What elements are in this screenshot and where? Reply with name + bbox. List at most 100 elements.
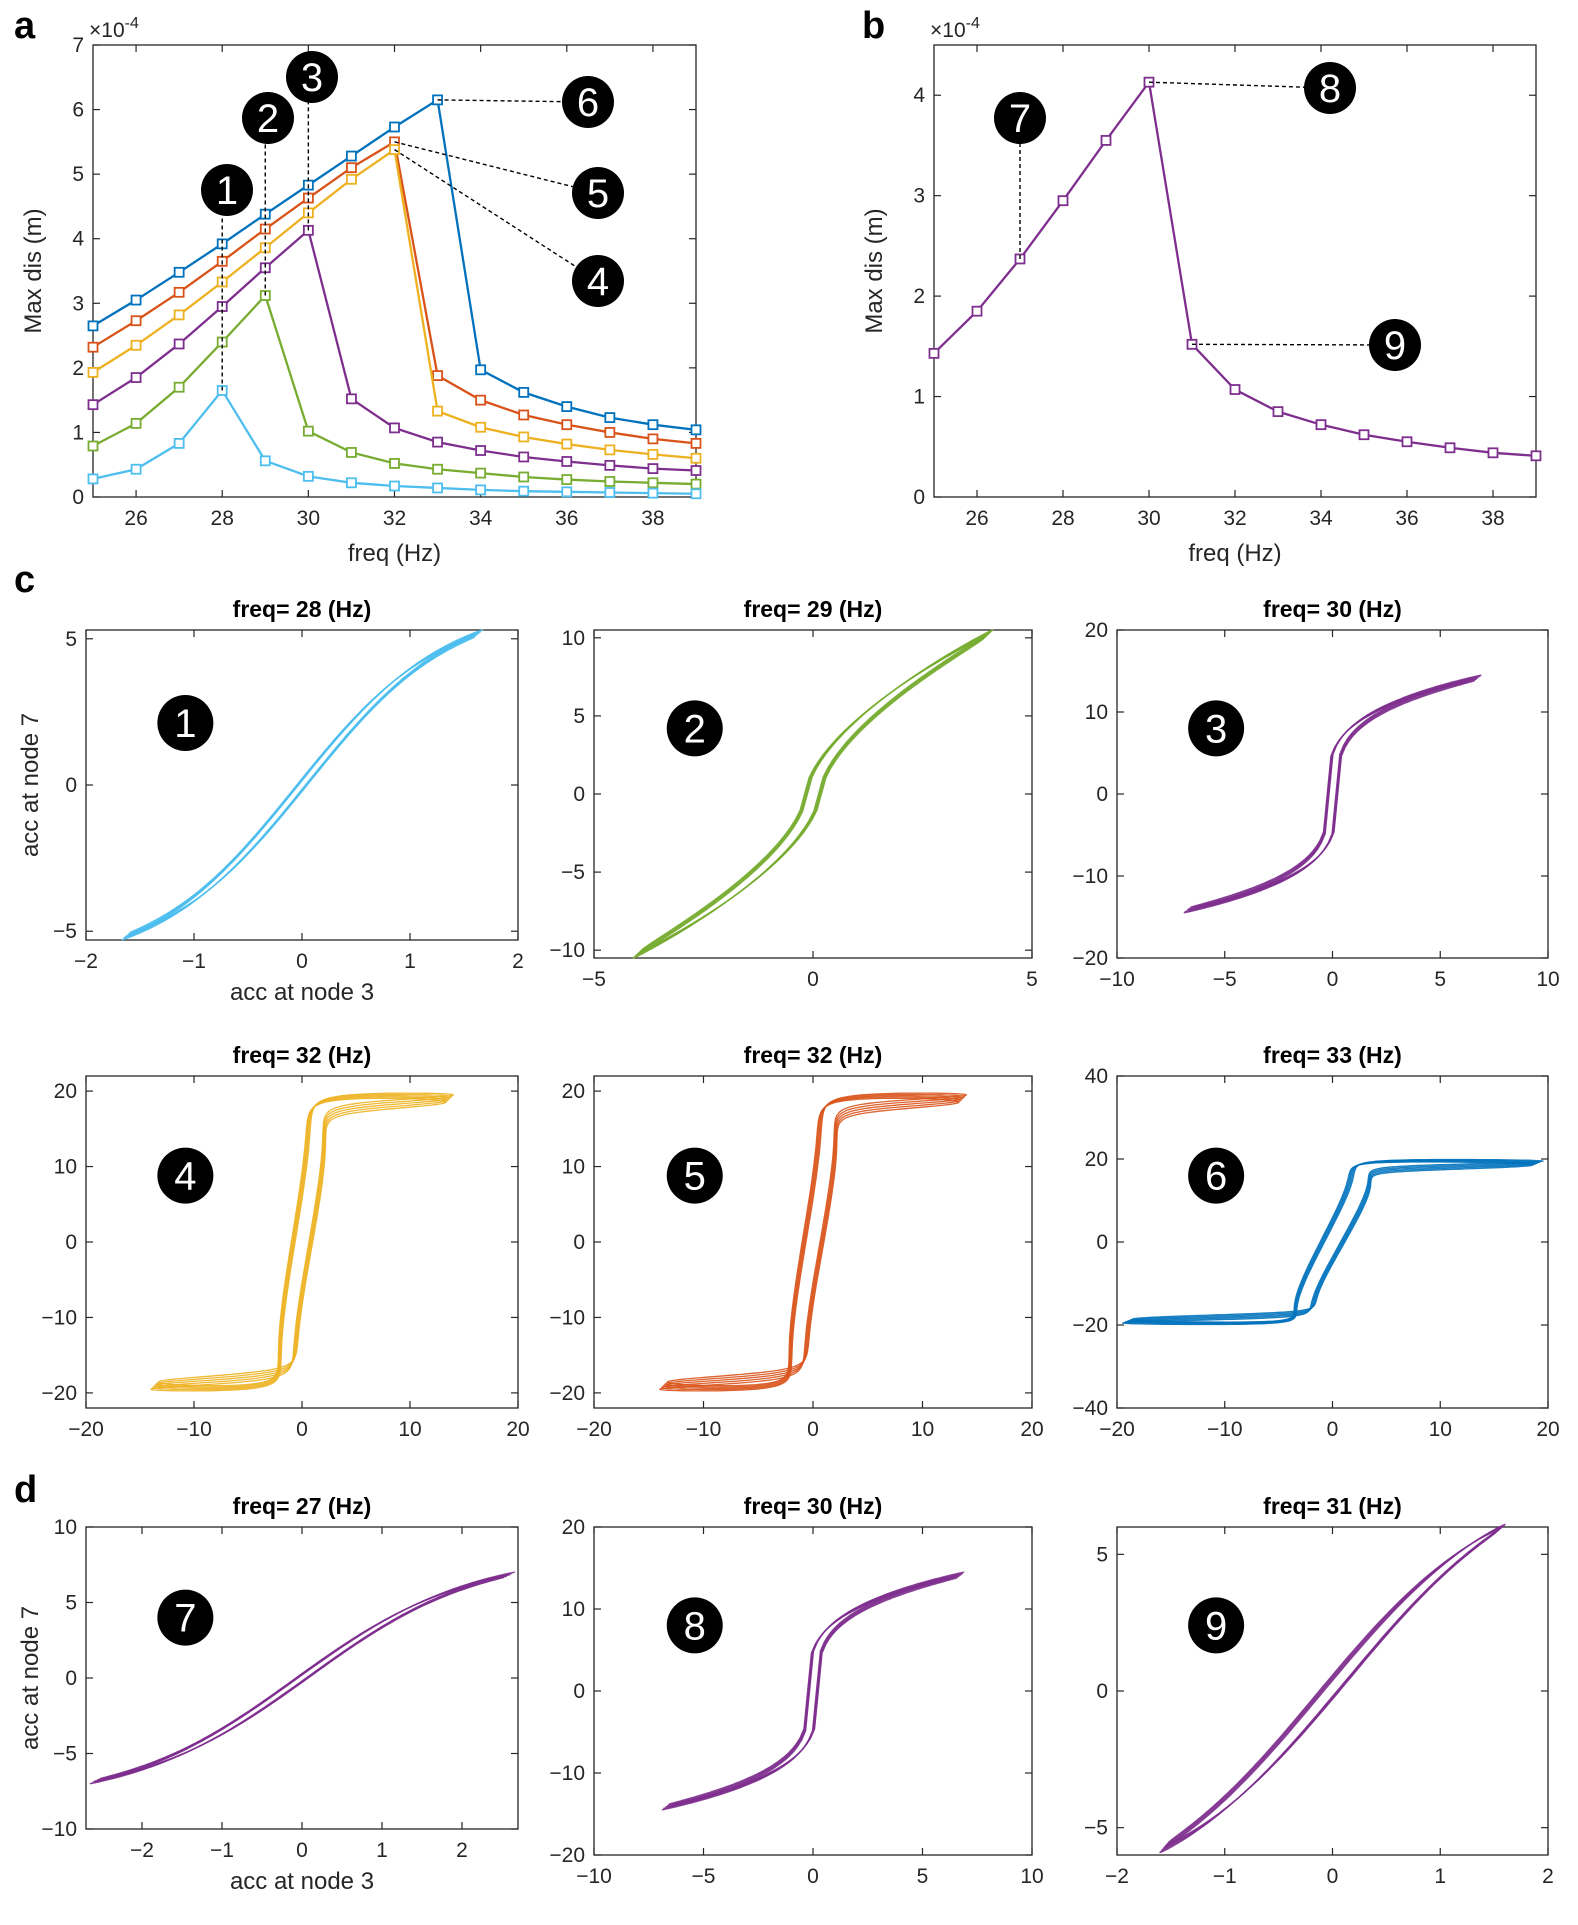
y-tick-label: 0 bbox=[573, 1231, 585, 1254]
badge-circle bbox=[572, 167, 624, 219]
data-point bbox=[1401, 436, 1413, 448]
badge-6: 6 bbox=[562, 76, 614, 128]
y-tick-label: 5 bbox=[1096, 1543, 1108, 1566]
y-tick-label: −10 bbox=[549, 1306, 585, 1329]
data-point bbox=[1315, 419, 1327, 431]
badge-number: 2 bbox=[257, 97, 279, 141]
x-tick-label: 0 bbox=[296, 950, 308, 973]
axes-box bbox=[85, 1526, 519, 1830]
y-tick-label: 0 bbox=[573, 783, 585, 806]
data-point bbox=[690, 465, 702, 476]
data-point bbox=[1057, 195, 1069, 207]
data-point bbox=[302, 470, 314, 482]
chart-c5: −20 −10 0 10 20 −20 −10 0 10 20 freq= 32 (Hz) 5 bbox=[549, 1042, 1043, 1441]
badge-9: 9 bbox=[1369, 319, 1421, 371]
x-tick-label: −1 bbox=[1213, 1865, 1237, 1888]
x-tick-label: −10 bbox=[576, 1865, 612, 1888]
response-loop bbox=[1167, 1530, 1498, 1844]
data-point bbox=[432, 370, 443, 382]
data-point bbox=[346, 150, 357, 162]
data-point bbox=[518, 386, 530, 398]
data-point bbox=[518, 431, 530, 443]
axes-box bbox=[1116, 629, 1549, 959]
y-tick-label: 5 bbox=[65, 628, 77, 651]
chart-c4: −20 −10 0 10 20 −20 −10 0 10 20 freq= 32 (Hz) 4 bbox=[41, 1042, 529, 1441]
badge-7: 7 bbox=[994, 92, 1046, 144]
badge-number: 4 bbox=[587, 260, 609, 304]
y-tick-label: 1 bbox=[913, 386, 925, 409]
annotation-leader bbox=[1148, 81, 1331, 89]
response-loop bbox=[152, 1093, 453, 1391]
data-point bbox=[475, 421, 487, 433]
x-tick-label: 0 bbox=[807, 1865, 819, 1888]
data-point bbox=[647, 433, 659, 445]
response-loop bbox=[1190, 680, 1475, 908]
data-point bbox=[173, 438, 185, 449]
badge-number: 3 bbox=[301, 56, 323, 100]
badge-number: 8 bbox=[1319, 67, 1341, 111]
chart-title: freq= 32 (Hz) bbox=[744, 1042, 883, 1068]
x-axis-label: freq (Hz) bbox=[1188, 540, 1281, 567]
badge-4: 4 bbox=[572, 255, 624, 307]
x-tick-label: 5 bbox=[917, 1865, 929, 1888]
y-tick-label: 5 bbox=[573, 705, 585, 728]
x-tick-label: 34 bbox=[1309, 507, 1333, 530]
y-tick-label: 2 bbox=[72, 357, 84, 380]
data-point bbox=[346, 477, 357, 489]
x-tick-label: 28 bbox=[1051, 507, 1074, 530]
chart-d3: −2 −1 0 1 2 −5 0 5 freq= 31 (Hz) 9 bbox=[1084, 1493, 1554, 1888]
x-axis-label: acc at node 3 bbox=[230, 979, 374, 1006]
response-loop bbox=[641, 637, 985, 951]
response-loop bbox=[150, 1092, 455, 1392]
data-point bbox=[432, 405, 443, 417]
y-tick-label: −10 bbox=[549, 939, 585, 962]
response-loop bbox=[660, 1093, 966, 1391]
data-point bbox=[173, 309, 185, 321]
y-tick-label: 3 bbox=[913, 185, 925, 208]
badge-number: 8 bbox=[684, 1604, 706, 1648]
y-tick-label: −5 bbox=[53, 920, 77, 943]
y-tick-label: −40 bbox=[1072, 1397, 1108, 1420]
data-point bbox=[1229, 384, 1241, 395]
y-axis-label: acc at node 7 bbox=[17, 1606, 44, 1750]
y-tick-label: 10 bbox=[562, 627, 585, 650]
badge-number: 5 bbox=[684, 1155, 706, 1199]
axes-box bbox=[593, 1075, 1033, 1409]
data-point bbox=[389, 458, 400, 469]
x-tick-label: −2 bbox=[74, 950, 98, 973]
data-point bbox=[647, 419, 659, 431]
axes-box bbox=[85, 629, 519, 941]
badge-number: 4 bbox=[174, 1155, 196, 1199]
axes-box bbox=[1116, 1526, 1549, 1856]
series-1 bbox=[87, 385, 702, 500]
chart-title: freq= 31 (Hz) bbox=[1263, 1493, 1402, 1519]
data-point bbox=[1100, 135, 1112, 146]
x-tick-label: 34 bbox=[469, 507, 493, 530]
badge-circle bbox=[666, 700, 723, 757]
data-point bbox=[389, 422, 400, 434]
y-axis-label: Max dis (m) bbox=[861, 208, 888, 333]
x-tick-label: 36 bbox=[1395, 507, 1418, 530]
badge-circle bbox=[572, 255, 624, 307]
y-axis-label: acc at node 7 bbox=[17, 713, 44, 857]
chart-title: freq= 30 (Hz) bbox=[1263, 596, 1402, 622]
data-point bbox=[130, 417, 142, 429]
y-tick-label: −20 bbox=[41, 1382, 77, 1405]
data-point bbox=[647, 463, 659, 474]
y-tick-label: 10 bbox=[1085, 701, 1108, 724]
data-point bbox=[1272, 406, 1284, 418]
loop-curves bbox=[121, 629, 484, 941]
y-tick-label: 1 bbox=[72, 421, 84, 444]
data-point bbox=[389, 480, 400, 492]
x-tick-label: 0 bbox=[296, 1839, 308, 1862]
data-point bbox=[647, 477, 659, 489]
badge-8: 8 bbox=[1304, 62, 1356, 114]
response-loop bbox=[659, 1092, 968, 1392]
x-tick-label: −20 bbox=[576, 1418, 612, 1441]
data-point bbox=[604, 427, 616, 438]
data-point bbox=[604, 459, 616, 471]
badge-number: 1 bbox=[216, 169, 238, 213]
response-loop bbox=[1131, 1161, 1534, 1323]
